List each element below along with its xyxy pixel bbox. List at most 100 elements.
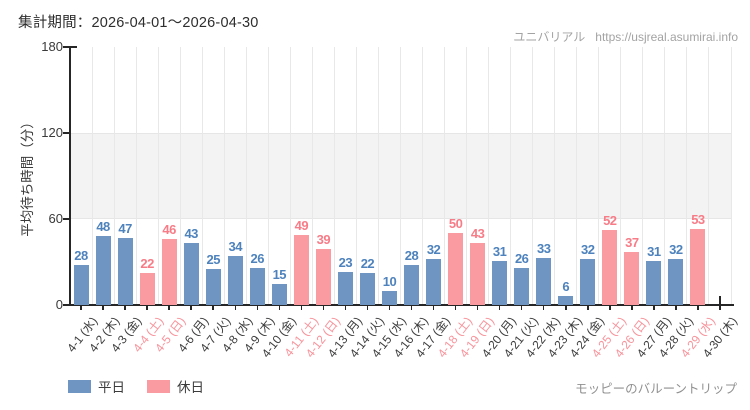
gridline: [642, 47, 644, 305]
bar-value-label: 47: [118, 220, 132, 236]
gridline: [289, 47, 291, 305]
bar-value-label: 22: [140, 256, 154, 272]
y-axis-tick: [63, 304, 70, 306]
bar[interactable]: [205, 269, 221, 305]
bar-value-label: 49: [294, 217, 309, 233]
bar-value-label: 6: [562, 279, 570, 295]
bar-value-label: 50: [448, 216, 463, 232]
bar[interactable]: [249, 267, 265, 305]
y-axis-tick-label: 0: [55, 297, 63, 312]
y-axis-line: [69, 47, 71, 306]
weekday-legend-label: 平日: [98, 380, 125, 395]
bar-value-label: 34: [228, 239, 243, 255]
bar-value-label: 32: [581, 242, 595, 258]
gridline: [598, 47, 600, 305]
bar[interactable]: [337, 272, 353, 305]
bar[interactable]: [293, 234, 309, 305]
bar-value-label: 46: [162, 222, 176, 238]
bar-value-label: 31: [647, 243, 661, 259]
bar[interactable]: [161, 239, 177, 305]
y-axis-tick-label: 120: [41, 125, 63, 140]
plot-area: 28 48 47 22 46 43 25 34 26 15 49 39 23 22 10 28 32 50 43 31…: [70, 47, 732, 305]
gridline: [708, 47, 710, 305]
gridline: [532, 47, 534, 305]
source-info: ユニバリアル https://usjreal.asumirai.info: [513, 28, 738, 45]
gridline: [245, 47, 247, 305]
gridline: [113, 47, 115, 305]
gridline: [664, 47, 666, 305]
y-axis-tick: [63, 218, 70, 220]
bar[interactable]: [73, 264, 89, 305]
gridline: [157, 47, 159, 305]
bar[interactable]: [470, 243, 486, 305]
bar[interactable]: [492, 260, 508, 305]
gridline: [466, 47, 468, 305]
gridline: [620, 47, 622, 305]
bar[interactable]: [646, 260, 662, 305]
y-axis-tick-label: 180: [41, 39, 63, 54]
bar-value-label: 26: [514, 250, 529, 266]
bar-value-label: 32: [426, 242, 441, 258]
bar-value-label: 23: [338, 255, 353, 271]
x-axis-line: [69, 304, 734, 306]
gridline: [377, 47, 379, 305]
bar[interactable]: [95, 236, 111, 305]
holiday-legend-swatch: [147, 379, 170, 393]
bar[interactable]: [359, 273, 375, 305]
gridline: [223, 47, 225, 305]
bar[interactable]: [139, 273, 155, 305]
y-axis-top-tick: [70, 46, 77, 48]
gridline: [488, 47, 490, 305]
gridline: [333, 47, 335, 305]
gridline: [444, 47, 446, 305]
gridline: [267, 47, 269, 305]
bar[interactable]: [580, 259, 596, 305]
bar-value-label: 28: [404, 247, 419, 263]
bar-value-label: 15: [272, 266, 287, 282]
bar-value-label: 43: [184, 226, 198, 242]
gridline: [91, 47, 93, 305]
bar[interactable]: [668, 259, 684, 305]
bar[interactable]: [690, 229, 706, 305]
bar[interactable]: [117, 237, 133, 305]
gridline: [311, 47, 313, 305]
bar[interactable]: [602, 230, 618, 305]
bar[interactable]: [404, 264, 420, 305]
bar-value-label: 39: [316, 232, 331, 248]
bar[interactable]: [183, 243, 199, 305]
gridline: [576, 47, 578, 305]
bar[interactable]: [624, 251, 640, 305]
bar-value-label: 26: [250, 250, 265, 266]
bar-value-label: 31: [492, 243, 507, 259]
holiday-legend-label: 休日: [177, 380, 204, 395]
bar[interactable]: [536, 257, 552, 305]
bar[interactable]: [448, 233, 464, 305]
y-axis-tick-label: 60: [48, 211, 63, 226]
bar-value-label: 28: [74, 247, 88, 263]
bar-value-label: 10: [382, 273, 397, 289]
gridline: [422, 47, 424, 305]
gridline: [510, 47, 512, 305]
site-url-link[interactable]: https://usjreal.asumirai.info: [595, 30, 738, 44]
aggregation-period-label: 集計期間：2026-04-01～2026-04-30: [18, 15, 259, 31]
bar-value-label: 53: [691, 212, 705, 228]
bar-value-label: 32: [669, 242, 683, 258]
attraction-credit: モッピーのバルーントリップ: [575, 382, 737, 396]
bar-value-label: 33: [536, 240, 551, 256]
bar[interactable]: [558, 296, 574, 305]
bar[interactable]: [227, 256, 243, 305]
gridline: [730, 47, 732, 305]
gridline: [686, 47, 688, 305]
weekday-legend-swatch: [68, 379, 91, 393]
bar[interactable]: [381, 290, 397, 305]
bar[interactable]: [426, 259, 442, 305]
bar[interactable]: [315, 249, 331, 305]
x-axis-tick: [719, 296, 721, 310]
gridline: [355, 47, 357, 305]
bar[interactable]: [514, 267, 530, 305]
bar[interactable]: [271, 283, 287, 305]
gridline: [201, 47, 203, 305]
bar-value-label: 48: [96, 219, 110, 235]
site-name-label: ユニバリアル: [513, 30, 586, 44]
